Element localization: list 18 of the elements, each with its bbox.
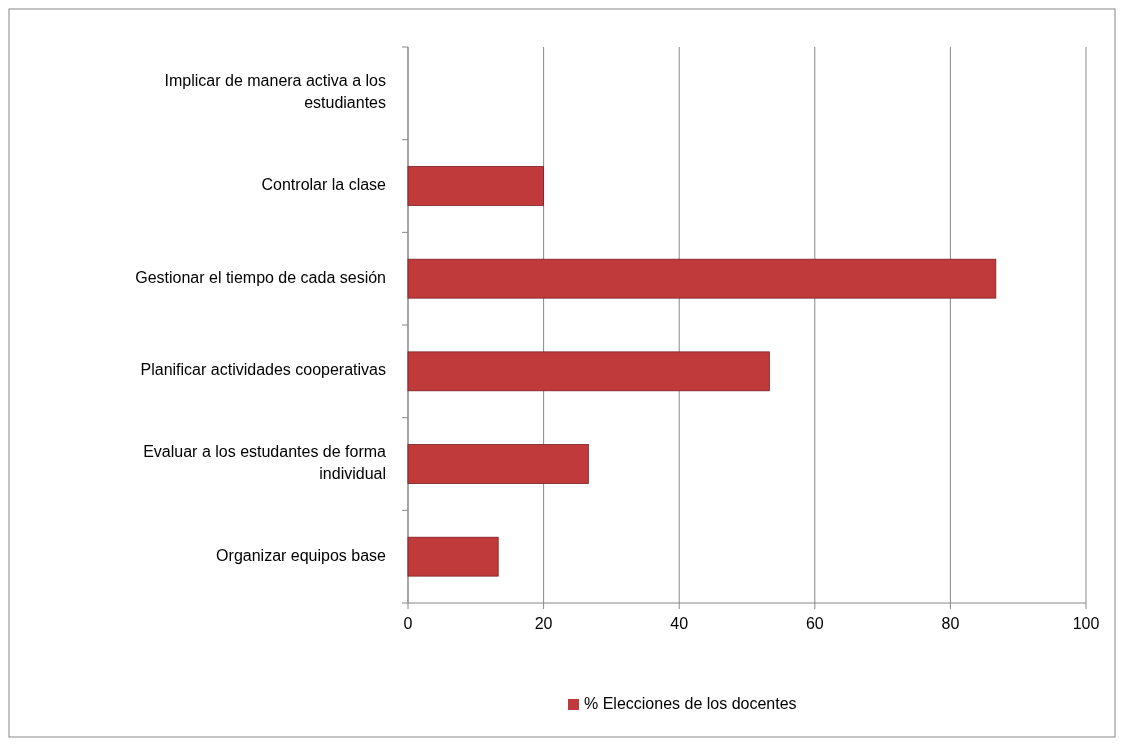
y-tick-label: Planificar actividades cooperativas (140, 361, 386, 379)
bar (407, 444, 589, 484)
bar (407, 166, 544, 206)
y-tick-label: Gestionar el tiempo de cada sesión (135, 268, 386, 286)
x-tick-label: 40 (670, 615, 689, 632)
y-tick-label: Implicar de manera activa a los estudiantes (164, 72, 386, 112)
y-tick-label: Organizar equipos base (216, 546, 387, 564)
x-tick-label: 0 (403, 615, 413, 632)
bar (407, 258, 997, 299)
x-tick-label: 60 (805, 615, 824, 632)
x-tick-label: 80 (941, 615, 960, 632)
y-tick-label: Controlar la clase (261, 176, 387, 194)
bar (407, 351, 770, 392)
x-tick-label: 20 (534, 615, 553, 632)
y-tick-label: Evaluar a los estudantes de forma individual (143, 443, 387, 483)
x-tick-label: 100 (1072, 615, 1100, 632)
bar (407, 536, 499, 577)
legend-label: % Elecciones de los docentes (584, 695, 797, 713)
